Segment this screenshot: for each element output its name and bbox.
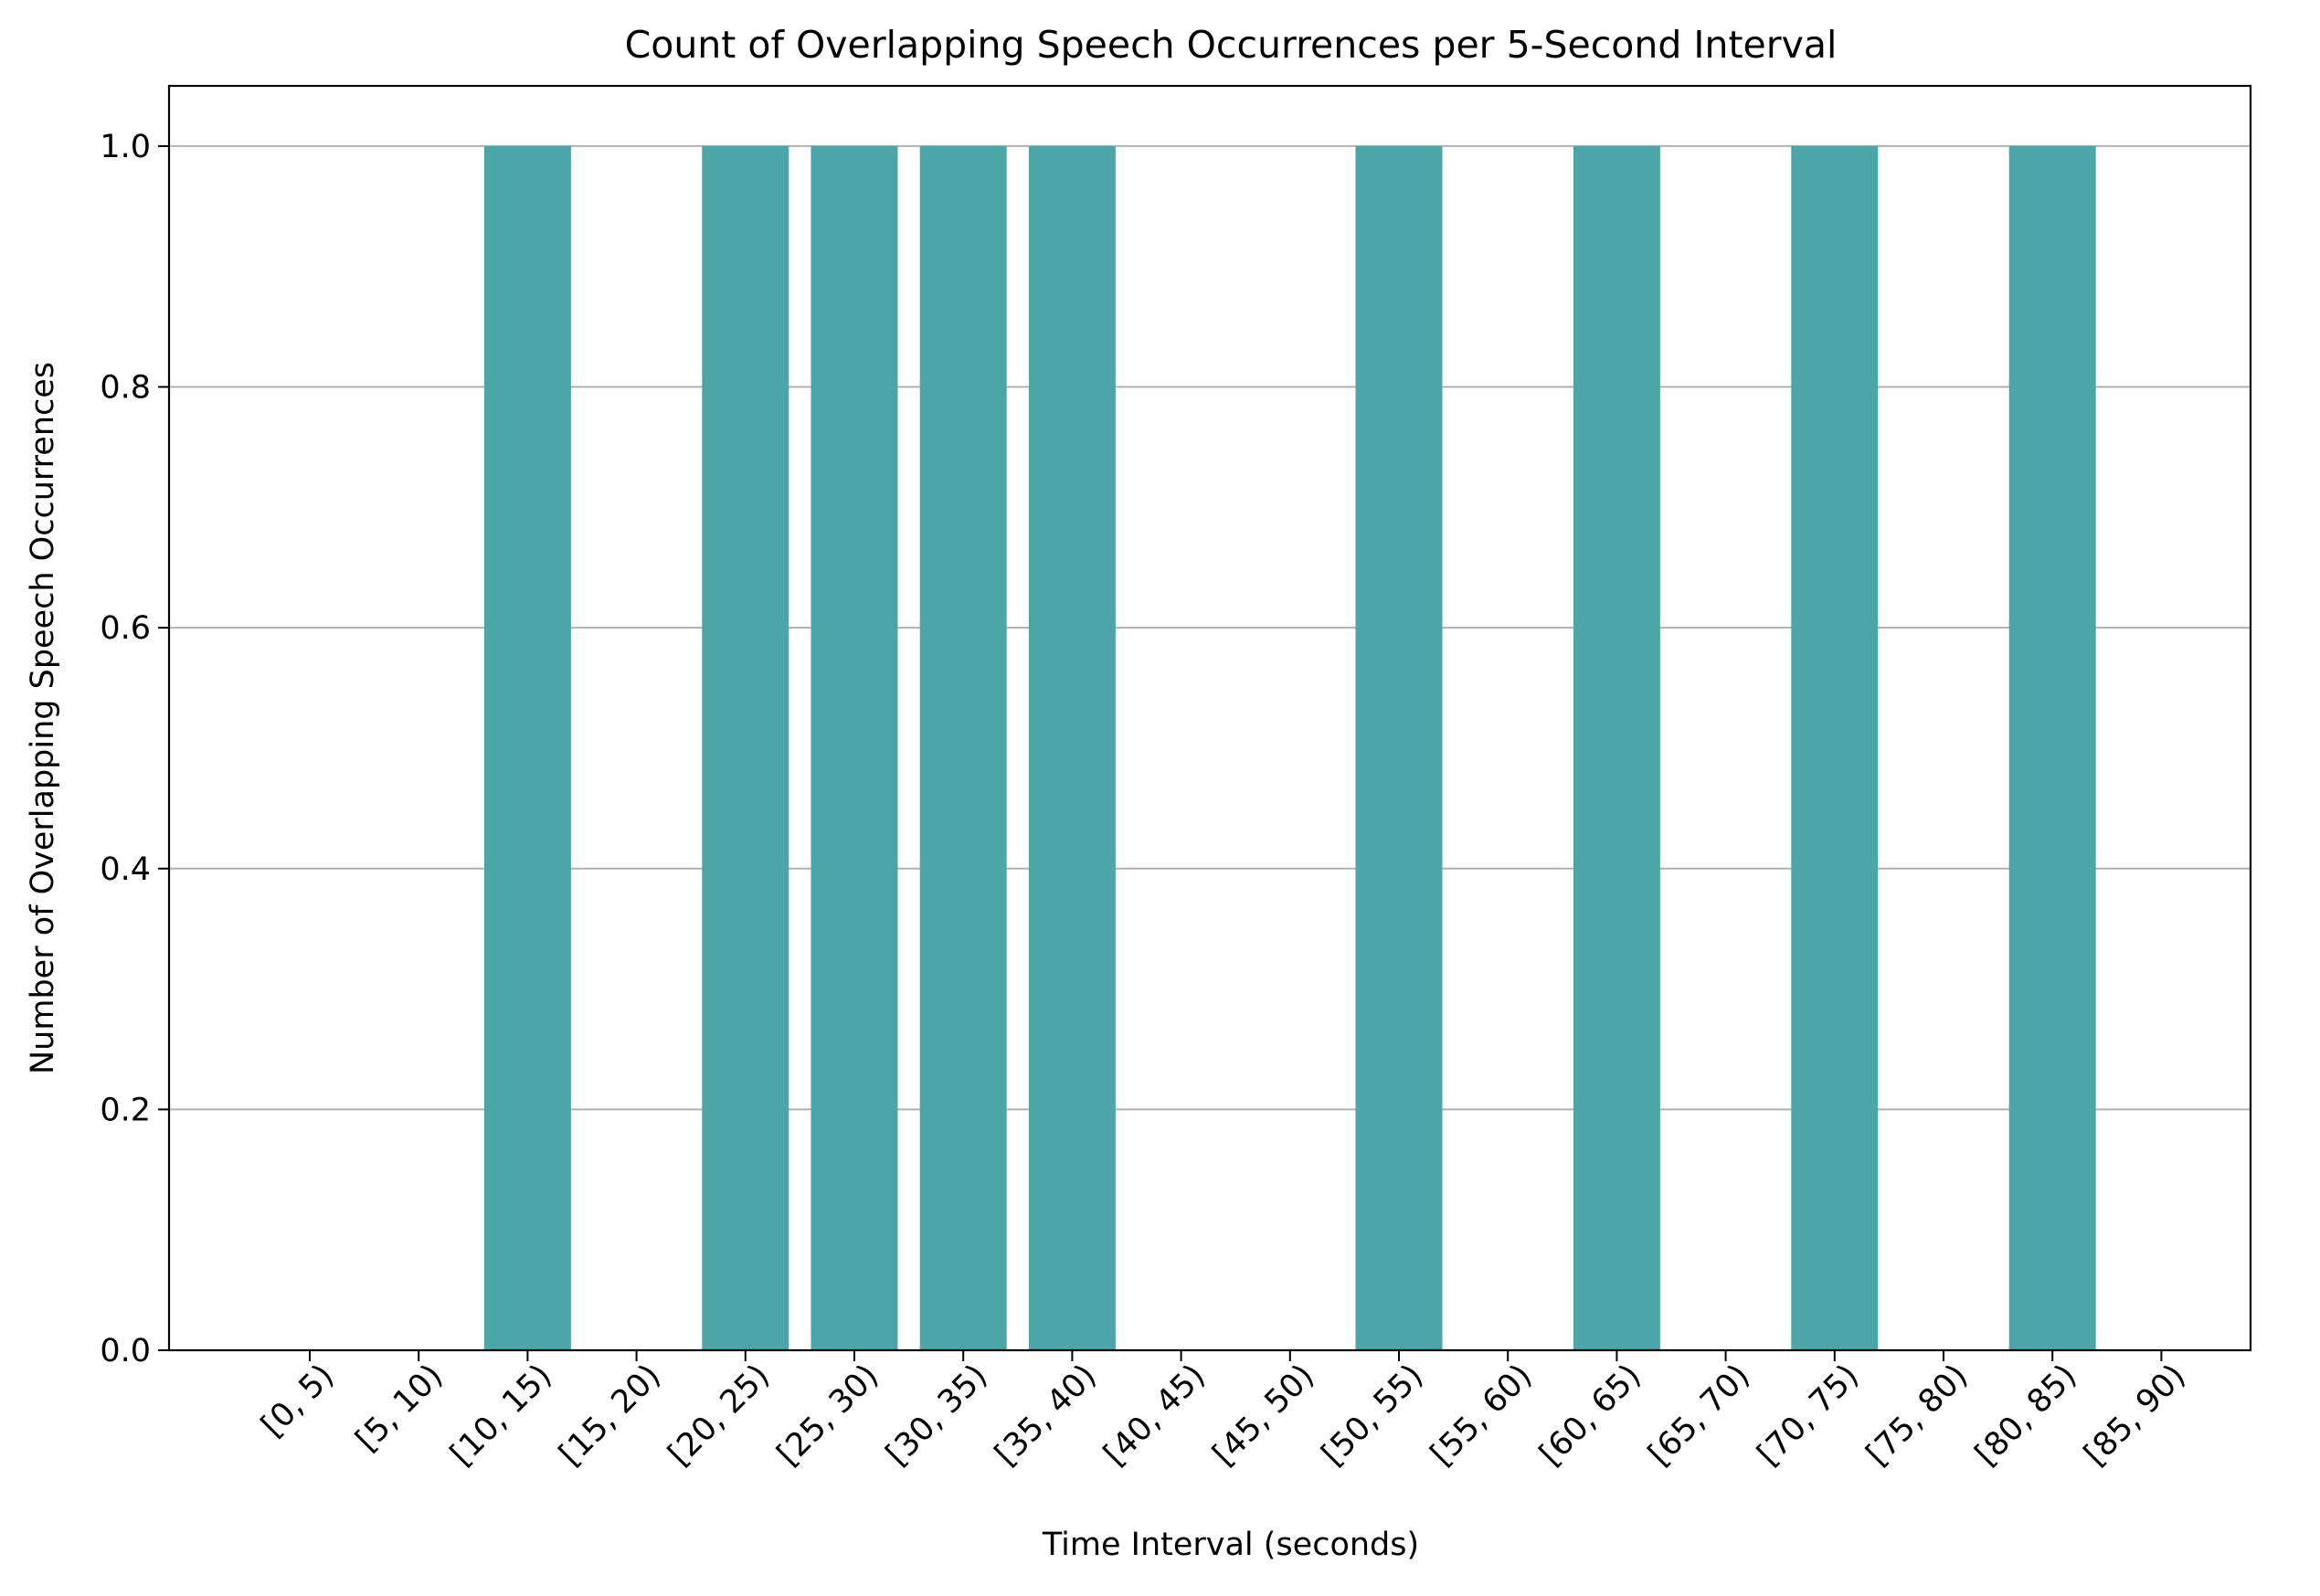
y-axis: 0.0 0.2 0.4 0.6 0.8 1.0	[100, 129, 169, 1369]
plot-frame	[167, 84, 2252, 1352]
bar	[919, 145, 1007, 1350]
bar	[2008, 145, 2096, 1350]
bar	[1791, 145, 1879, 1350]
y-tick-label: 0.8	[100, 370, 151, 407]
y-axis-label: Number of Overlapping Speech Occurrences	[25, 362, 61, 1074]
bar	[1355, 145, 1443, 1350]
bars	[483, 145, 2096, 1350]
bar	[810, 145, 898, 1350]
bar	[1028, 145, 1116, 1350]
y-tick-label: 0.4	[100, 851, 151, 888]
bar	[483, 145, 571, 1350]
bar	[1573, 145, 1660, 1350]
x-axis-label: Time Interval (seconds)	[1042, 1527, 1419, 1563]
y-tick-label: 0.6	[100, 610, 151, 647]
y-tick-label: 0.0	[100, 1333, 151, 1369]
y-tick-label: 1.0	[100, 129, 151, 165]
chart-title: Count of Overlapping Speech Occurrences …	[625, 23, 1838, 67]
y-tick-label: 0.2	[100, 1092, 151, 1128]
bar	[702, 145, 789, 1350]
